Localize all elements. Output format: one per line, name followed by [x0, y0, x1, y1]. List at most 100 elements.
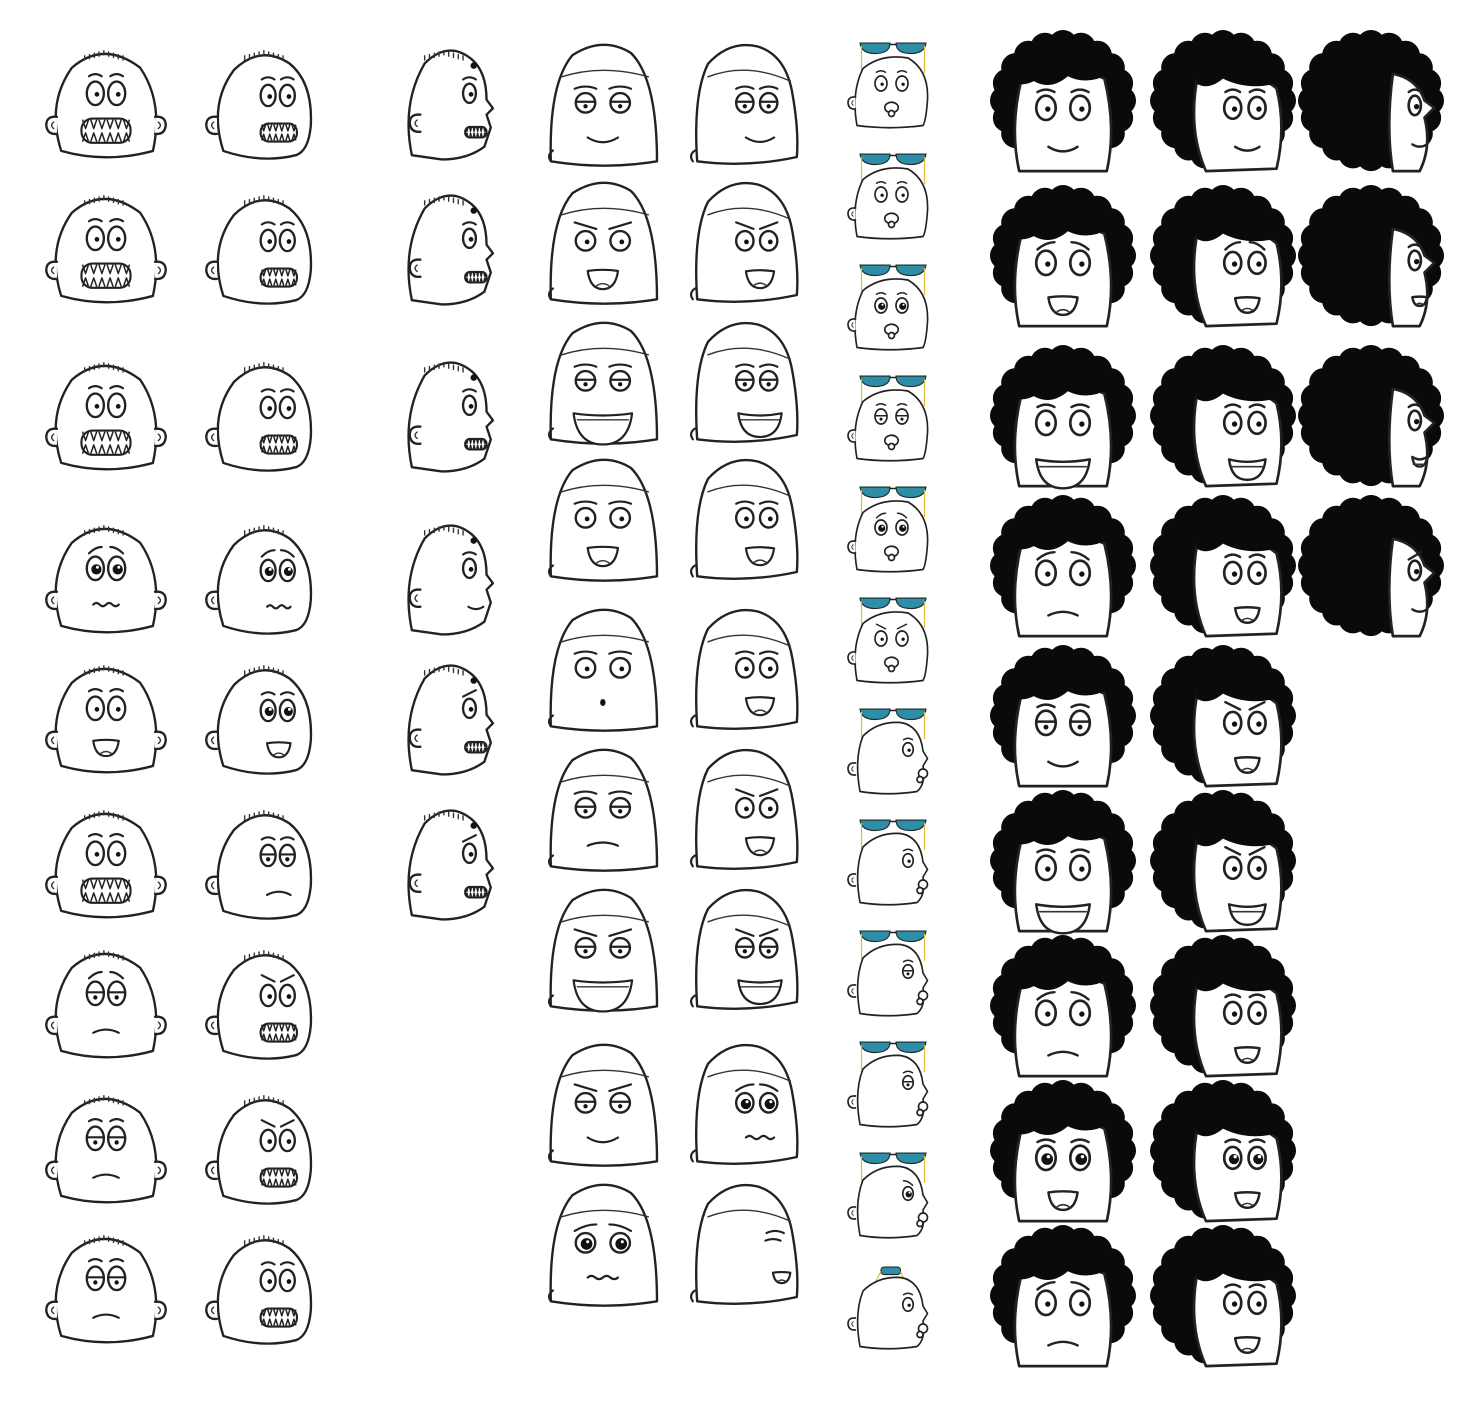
pupil	[766, 382, 771, 387]
pupil	[115, 92, 121, 97]
pacifier-ring	[916, 997, 924, 1006]
afro-hair-boy-front-smirk	[990, 645, 1136, 788]
eyebrow	[109, 1258, 125, 1263]
stubble-hair	[243, 524, 284, 536]
pupil	[286, 239, 292, 244]
stubble-hair	[83, 1234, 124, 1246]
stubble-hair-bald-kid-front-sleepy	[45, 1094, 167, 1204]
pacifier-ring	[916, 1108, 924, 1117]
eye-shine	[902, 303, 905, 306]
mouth	[1233, 145, 1261, 152]
hair-tuft	[470, 537, 477, 544]
eyebrow	[1224, 403, 1242, 409]
stubble-hair-bald-kid-three-quarter-angry-shout	[205, 1094, 313, 1205]
baby-with-pacifier-and-sunglasses-pouting-side	[847, 819, 929, 906]
eyebrow	[608, 85, 633, 90]
pupil	[1045, 421, 1051, 427]
chin-line	[690, 427, 697, 441]
bangs	[1016, 219, 1110, 240]
stubble-hair-bald-kid-three-quarter-bored	[205, 809, 313, 920]
ear-detail	[210, 736, 215, 745]
pupil	[115, 404, 121, 409]
stubble-hair	[243, 361, 284, 373]
chin-line	[690, 714, 697, 728]
chin-line	[548, 287, 555, 301]
pupil	[744, 239, 749, 245]
eyebrow	[87, 218, 103, 223]
pupil	[1045, 1011, 1051, 1017]
tongue	[596, 282, 610, 287]
mouth	[80, 117, 132, 144]
chin-line	[548, 564, 555, 578]
pupil	[286, 406, 292, 411]
ear-detail	[851, 1210, 854, 1216]
eyebrow	[902, 959, 914, 963]
pupil	[267, 94, 273, 99]
eyebrow	[109, 833, 125, 838]
ear-detail	[414, 594, 418, 603]
stubble-hair-bald-kid-profile-angry-grin	[407, 809, 495, 921]
eyebrow	[1224, 1283, 1242, 1289]
eye	[609, 369, 632, 392]
pupil	[94, 92, 100, 97]
pupil	[1043, 724, 1049, 730]
eyebrow	[758, 650, 779, 655]
sunglasses-arms	[860, 1156, 926, 1183]
stubble-hair	[243, 949, 284, 961]
stubble-hair-bald-kid-front-surprised-open-mouth	[45, 664, 167, 774]
pupil	[744, 806, 749, 812]
baby-with-pacifier-and-sunglasses-big-eyes	[847, 264, 929, 351]
eyebrow	[1224, 845, 1242, 856]
bald-egg-head-guy-three-quarter-shouting	[690, 458, 799, 580]
ear-detail	[414, 734, 418, 743]
pupil	[1045, 106, 1051, 112]
eyebrow	[87, 545, 103, 555]
sunglasses-lens	[895, 597, 927, 610]
eye-shine	[1046, 1154, 1051, 1159]
stubble-hair-bald-kid-front-smug	[45, 1234, 167, 1344]
mouth	[266, 741, 292, 759]
pupil	[115, 707, 121, 712]
eyebrow	[87, 1258, 103, 1263]
baby-with-pacifier-and-sunglasses-sad-eyes	[847, 486, 929, 573]
mouth	[92, 1313, 120, 1319]
eyebrow	[1036, 1138, 1056, 1144]
pupil	[1045, 571, 1051, 577]
pupil	[286, 1139, 292, 1144]
pupil	[880, 193, 884, 197]
eyebrow	[1070, 240, 1090, 251]
ear-detail	[210, 433, 215, 442]
stubble-hair	[83, 49, 124, 61]
head-outline	[856, 943, 929, 1017]
bangs	[1016, 64, 1110, 85]
eyebrow	[902, 737, 914, 741]
eyebrow	[1070, 403, 1090, 409]
eyebrow	[608, 500, 633, 505]
stubble-hair-bald-kid-front-toothy-grin	[45, 194, 167, 304]
pupil	[618, 382, 623, 387]
pacifier-ring	[887, 553, 896, 562]
bald-egg-head-guy-three-quarter-goofy-grin	[690, 321, 799, 443]
eye-shine	[1257, 1154, 1262, 1159]
eyebrow	[109, 688, 125, 693]
eye-shine	[745, 1100, 749, 1104]
head-outline	[854, 167, 929, 240]
pupil	[267, 1279, 273, 1284]
eye-shine	[769, 1100, 773, 1104]
ear-detail	[851, 766, 854, 772]
pacifier-ring	[916, 886, 924, 895]
chin-line	[690, 994, 697, 1008]
eyebrow	[608, 363, 633, 368]
eyebrow	[109, 218, 125, 223]
forehead-line	[560, 484, 650, 493]
pupil	[744, 666, 749, 672]
pupil	[906, 1083, 910, 1087]
ear-detail	[157, 433, 162, 442]
head-outline	[54, 527, 158, 634]
eyebrow	[1036, 403, 1056, 409]
eye	[734, 369, 755, 392]
ear-detail	[50, 121, 55, 130]
stubble-hair-bald-kid-three-quarter-shocked-teeth	[205, 49, 313, 160]
stubble-hair-bald-kid-front-grimace	[45, 809, 167, 919]
teeth	[81, 431, 131, 455]
